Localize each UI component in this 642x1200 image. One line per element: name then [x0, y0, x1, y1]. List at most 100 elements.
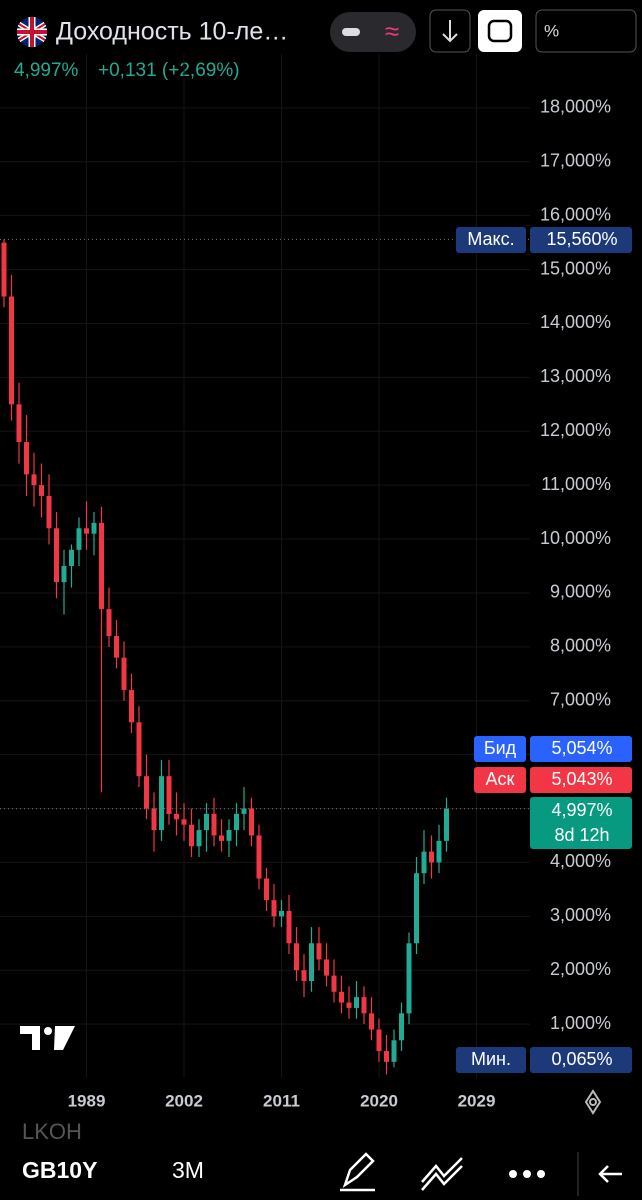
candle-body	[369, 1013, 374, 1030]
candle-body	[444, 808, 449, 841]
y-tick-label: 3,000%	[550, 905, 611, 925]
candle-body	[376, 1029, 382, 1052]
candle-body	[384, 1051, 389, 1062]
unit-label: %	[544, 21, 559, 40]
candle-body	[429, 851, 434, 863]
candle-body	[331, 975, 337, 992]
candle-body	[339, 991, 344, 1003]
btn-fit[interactable]	[478, 10, 522, 52]
y-tick-label: 18,000%	[540, 97, 611, 117]
marker-name: Мин.	[471, 1049, 511, 1069]
x-tick-label: 2029	[458, 1091, 496, 1110]
candle-body	[406, 943, 412, 1014]
draw-icon[interactable]	[340, 1152, 375, 1192]
candle-body	[76, 528, 82, 550]
y-tick-label: 17,000%	[540, 151, 611, 171]
candle-body	[159, 776, 164, 831]
tv-logo	[20, 1026, 75, 1050]
candle-body	[106, 609, 112, 637]
candle-body	[54, 528, 59, 583]
price-box	[530, 227, 632, 253]
candle-body	[256, 835, 262, 879]
candle-body	[121, 657, 127, 690]
candle-body	[324, 959, 329, 976]
price-label: 4,997%	[551, 800, 612, 820]
candle-body	[181, 819, 187, 825]
back-icon[interactable]	[598, 1165, 622, 1183]
y-tick-label: 10,000%	[540, 528, 611, 548]
y-tick-label: 11,000%	[541, 474, 611, 494]
candle-body	[136, 722, 142, 777]
icon-approx: ≈	[385, 16, 399, 46]
candle-body	[354, 997, 359, 1008]
price-box	[530, 797, 632, 849]
candle-body	[46, 495, 52, 529]
unit-box[interactable]	[535, 9, 637, 53]
indicator-icon[interactable]	[421, 1157, 463, 1191]
price-box	[530, 1047, 632, 1073]
price-label: 5,043%	[551, 769, 612, 789]
symbol[interactable]: GB10Y	[22, 1157, 97, 1183]
interval[interactable]: 3M	[172, 1157, 204, 1183]
icon-line	[342, 28, 360, 36]
toggle[interactable]	[330, 12, 416, 52]
y-tick-label: 2,000%	[550, 959, 611, 979]
candle-body	[1, 242, 7, 297]
price-box	[530, 767, 632, 793]
candle-body	[174, 813, 179, 820]
candle-body	[151, 808, 157, 831]
y-tick-label: 9,000%	[550, 582, 611, 602]
settings-icon[interactable]	[584, 1089, 602, 1115]
y-tick-label: 1,000%	[550, 1013, 611, 1033]
candle-body	[271, 900, 277, 917]
icon-fit	[487, 19, 513, 43]
price-label: 5,054%	[551, 738, 612, 758]
y-tick-label: 16,000%	[540, 204, 611, 224]
candle-body	[166, 776, 172, 814]
candle-body	[421, 851, 427, 874]
candle-body	[39, 485, 44, 496]
candle-body	[211, 813, 217, 836]
plot: 1,000%2,000%3,000%4,000%5,000%6,000%7,00…	[0, 54, 632, 1110]
candle-body	[69, 549, 74, 566]
candle-body	[61, 566, 67, 583]
candle-body	[204, 813, 209, 831]
candle-body	[226, 830, 232, 841]
x-tick-label: 2020	[360, 1091, 398, 1110]
last-price: 4,997%	[14, 60, 79, 81]
candle-body	[114, 636, 119, 658]
candle-body	[9, 296, 14, 405]
x-tick-label: 2002	[165, 1091, 203, 1110]
candle-body	[361, 997, 367, 1014]
candle-body	[129, 689, 134, 723]
candle-body	[196, 830, 202, 847]
name-box	[456, 227, 526, 253]
more-icon[interactable]	[509, 1170, 545, 1178]
marker-name: Бид	[484, 738, 517, 758]
candle-body	[414, 873, 419, 944]
y-tick-label: 8,000%	[550, 636, 611, 656]
candle-body	[144, 776, 149, 809]
candle-body	[286, 910, 292, 944]
candle-body	[219, 835, 224, 841]
change: +0,131 (+2,69%)	[98, 60, 240, 81]
candle-body	[316, 943, 322, 960]
candle-body	[16, 404, 22, 443]
candle-body	[264, 878, 269, 901]
candle-body	[24, 442, 29, 475]
y-tick-label: 15,000%	[540, 258, 611, 278]
candle-body	[294, 943, 299, 971]
name-box	[474, 736, 526, 762]
candle-body	[309, 943, 314, 981]
price-label: 0,065%	[551, 1049, 612, 1069]
candle-body	[301, 970, 307, 981]
candle-body	[241, 808, 247, 814]
name-box	[456, 1047, 526, 1073]
y-tick-label: 12,000%	[540, 420, 611, 440]
candle-body	[279, 910, 284, 917]
candle-body	[31, 474, 37, 486]
candle-body	[436, 840, 442, 863]
icon-down	[442, 20, 458, 43]
